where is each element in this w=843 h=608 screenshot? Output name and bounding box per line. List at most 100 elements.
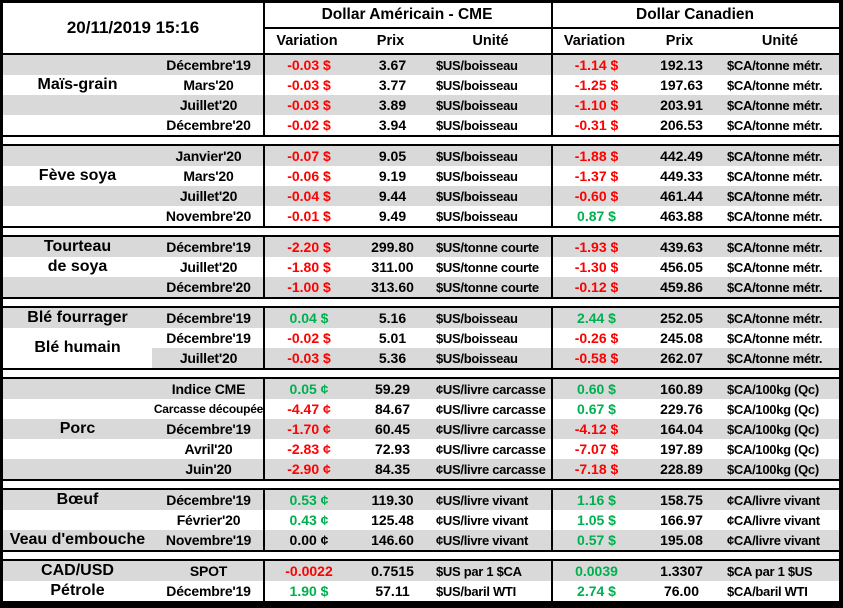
ca-unite-cell: ¢CA/livre vivant <box>727 532 820 548</box>
ca-prix-cell: 206.53 <box>660 117 703 133</box>
ca-prix-cell: 195.08 <box>660 532 703 548</box>
contract-cell: Mars'20 <box>183 77 234 93</box>
ca-prix-cell: 245.08 <box>660 330 703 346</box>
contract-cell: Novembre'20 <box>165 208 252 224</box>
contract-cell: Décembre'19 <box>166 421 251 437</box>
us-variation-cell: -1.80 $ <box>287 259 331 275</box>
header-column-divider <box>263 3 265 53</box>
us-prix-cell: 60.45 <box>374 421 411 437</box>
us-prix-cell: 5.16 <box>378 310 407 326</box>
us-prix-cell: 5.36 <box>378 350 407 366</box>
column-divider <box>263 490 265 550</box>
us-unite-cell: $US/tonne courte <box>436 279 539 295</box>
contract-cell: Décembre'19 <box>166 310 251 326</box>
ca-variation-cell: -0.58 $ <box>574 350 619 366</box>
ca-prix-cell: 76.00 <box>663 583 700 599</box>
contract-cell: Mars'20 <box>183 168 234 184</box>
ca-prix-cell: 197.63 <box>660 77 703 93</box>
us-variation-cell: -1.00 $ <box>287 279 331 295</box>
ca-unite-cell: $CA/tonne métr. <box>727 77 823 93</box>
ca-variation-header: Variation <box>563 33 626 49</box>
us-prix-cell: 146.60 <box>371 532 414 548</box>
ca-variation-cell: 0.87 $ <box>577 208 616 224</box>
ca-variation-cell: 0.0039 <box>575 563 618 579</box>
ca-prix-cell: 262.07 <box>660 350 703 366</box>
ca-prix-cell: 456.05 <box>660 259 703 275</box>
us-unite-cell: $US/boisseau <box>436 97 518 113</box>
ca-section-title: Dollar Canadien <box>551 3 839 29</box>
us-unite-cell: $US/boisseau <box>436 350 518 366</box>
ca-prix-cell: 252.05 <box>660 310 703 326</box>
ca-prix-cell: 166.97 <box>660 512 703 528</box>
ca-unite-cell: $CA/tonne métr. <box>727 259 823 275</box>
column-divider <box>551 237 553 297</box>
us-section-title: Dollar Américain - CME <box>263 3 551 29</box>
us-variation-cell: -2.20 $ <box>287 239 331 255</box>
us-unite-cell: ¢US/livre vivant <box>436 492 529 508</box>
us-unite-cell: ¢US/livre vivant <box>436 512 529 528</box>
ca-prix-cell: 442.49 <box>660 148 703 164</box>
us-variation-header: Variation <box>276 33 338 49</box>
ca-prix-cell: 1.3307 <box>660 563 703 579</box>
us-prix-cell: 9.19 <box>378 168 407 184</box>
us-variation-cell: -0.03 $ <box>287 350 331 366</box>
ca-unite-cell: $CA/100kg (Qc) <box>727 421 819 437</box>
ca-prix-cell: 459.86 <box>660 279 703 295</box>
commodity-label: Fève soya <box>38 167 117 184</box>
commodity-label: Blé humain <box>3 328 152 368</box>
ca-prix-header: Prix <box>665 33 694 49</box>
contract-cell: Janvier'20 <box>175 148 242 164</box>
ca-variation-cell: -4.12 $ <box>574 421 619 437</box>
ca-unite-cell: $CA/tonne métr. <box>727 279 823 295</box>
ca-variation-cell: -7.07 $ <box>574 441 619 457</box>
ca-unite-cell: $CA/tonne métr. <box>727 350 823 366</box>
us-column-headers: Variation Prix Unité <box>263 29 551 53</box>
ca-prix-cell: 461.44 <box>660 188 703 204</box>
ca-prix-cell: 228.89 <box>660 461 703 477</box>
us-variation-cell: -0.01 $ <box>287 208 331 224</box>
ca-prix-cell: 197.89 <box>660 441 703 457</box>
contract-cell: Juin'20 <box>185 461 232 477</box>
us-prix-cell: 119.30 <box>371 492 414 508</box>
us-unite-cell: $US/boisseau <box>436 310 518 326</box>
ca-unite-cell: $CA/tonne métr. <box>727 57 823 73</box>
us-unite-cell: ¢US/livre carcasse <box>436 461 546 477</box>
ca-unite-cell: $CA/tonne métr. <box>727 188 823 204</box>
ca-variation-cell: -1.37 $ <box>574 168 619 184</box>
us-prix-cell: 9.44 <box>378 188 407 204</box>
us-prix-cell: 84.35 <box>374 461 411 477</box>
ca-dollar-section: Dollar Canadien Variation Prix Unité <box>551 3 839 53</box>
us-unite-cell: $US/boisseau <box>436 148 518 164</box>
contract-cell: Décembre'20 <box>166 117 251 133</box>
us-unite-cell: ¢US/livre carcasse <box>436 381 546 397</box>
us-prix-header: Prix <box>376 33 405 49</box>
ca-prix-cell: 203.91 <box>660 97 703 113</box>
ca-unite-cell: $CA/baril WTI <box>727 583 808 599</box>
us-variation-cell: -0.06 $ <box>287 168 331 184</box>
commodity-group-porc: Porc Indice CME 0.05 ¢ 59.29 ¢US/livre carca… <box>3 377 839 481</box>
commodity-label: Pétrole <box>50 582 105 599</box>
us-unite-cell: ¢US/livre carcasse <box>436 441 546 457</box>
us-unite-cell: ¢US/livre vivant <box>436 532 529 548</box>
column-divider <box>263 237 265 297</box>
commodity-label: Maïs-grain <box>37 76 118 93</box>
column-divider <box>551 379 553 479</box>
column-divider <box>263 308 265 368</box>
commodity-group-tourteau-de-soya: Tourteau de soya Décembre'19 -2.20 $ 299.80 $… <box>3 235 839 299</box>
ca-unite-cell: $CA/100kg (Qc) <box>727 381 819 397</box>
ca-unite-cell: $CA/tonne métr. <box>727 97 823 113</box>
us-unite-cell: $US/baril WTI <box>436 583 516 599</box>
us-dollar-section: Dollar Américain - CME Variation Prix Un… <box>263 3 551 53</box>
us-unite-cell: $US par 1 $CA <box>436 563 522 579</box>
commodity-groups: Maïs-grain Décembre'19 -0.03 $ 3.67 $US/bois… <box>3 53 839 603</box>
us-prix-cell: 3.89 <box>378 97 407 113</box>
ca-variation-cell: -1.30 $ <box>574 259 619 275</box>
ca-unite-cell: ¢CA/livre vivant <box>727 512 820 528</box>
us-prix-cell: 9.49 <box>378 208 407 224</box>
column-divider <box>551 146 553 226</box>
ca-unite-cell: $CA/100kg (Qc) <box>727 461 819 477</box>
contract-cell: Février'20 <box>176 512 241 528</box>
ca-prix-cell: 160.89 <box>660 381 703 397</box>
us-variation-cell: 0.00 ¢ <box>289 532 329 548</box>
commodity-label: Blé fourrager <box>27 309 128 326</box>
